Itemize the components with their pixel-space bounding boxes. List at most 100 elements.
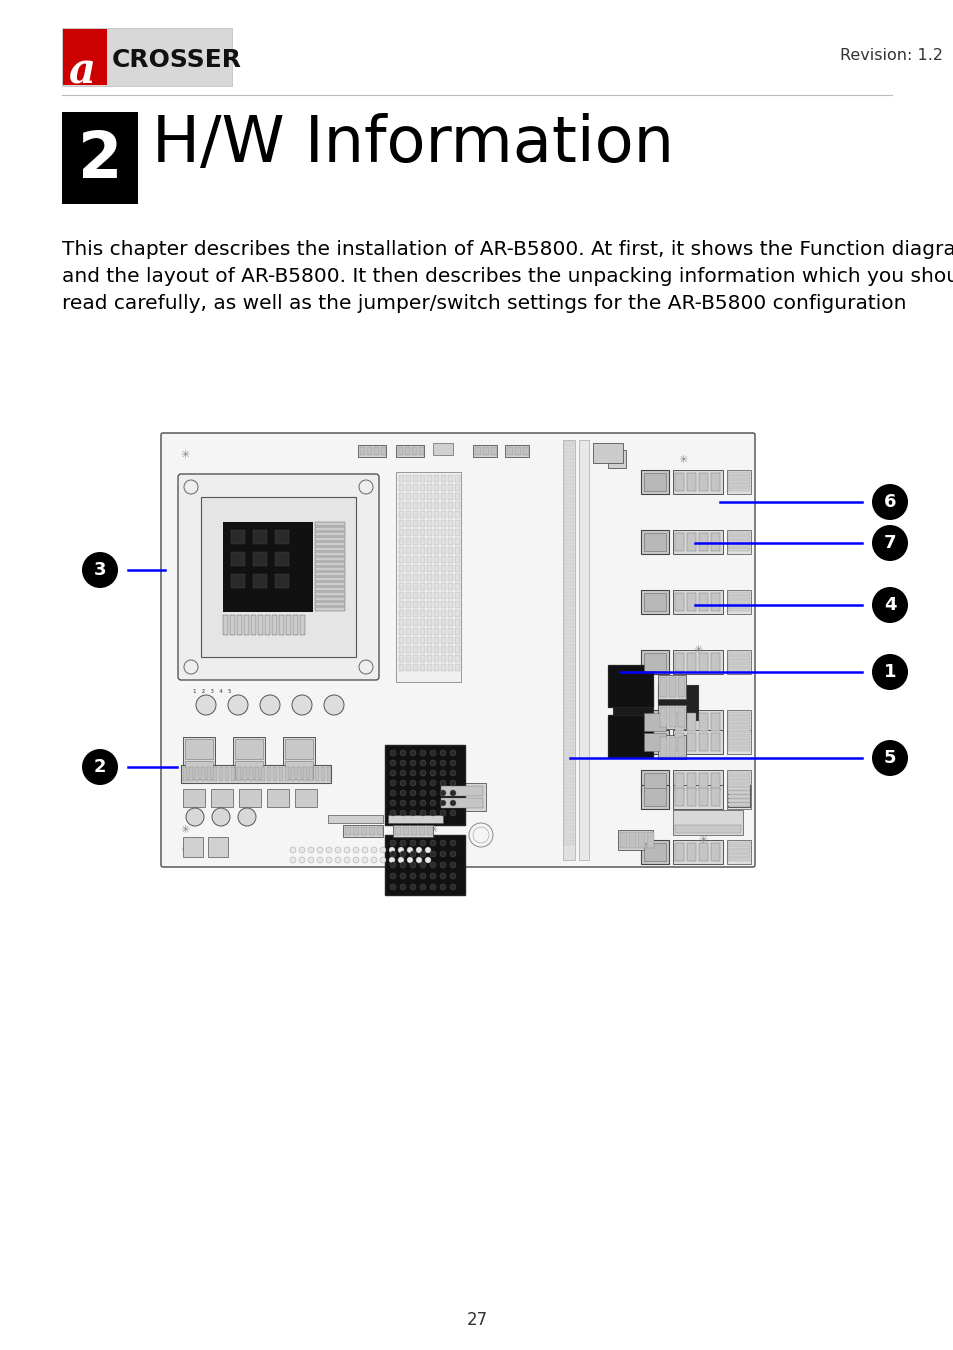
Bar [455, 556, 459, 563]
Bar [398, 556, 403, 563]
Bar [659, 676, 666, 697]
Bar [727, 481, 749, 483]
Circle shape [419, 801, 426, 806]
Bar [686, 653, 696, 671]
Bar [273, 767, 276, 782]
Bar [402, 828, 409, 836]
Circle shape [430, 769, 436, 776]
Bar [563, 589, 574, 593]
Text: H/W Information: H/W Information [152, 113, 673, 176]
Bar [699, 472, 707, 491]
Bar [320, 767, 325, 782]
Bar [406, 539, 411, 545]
Bar [646, 832, 654, 848]
Text: 2: 2 [78, 130, 122, 190]
Bar [406, 593, 411, 599]
Circle shape [298, 846, 305, 853]
Bar [727, 472, 749, 475]
Bar [434, 610, 438, 617]
Bar [727, 668, 749, 671]
Bar [727, 855, 749, 857]
Text: ✳: ✳ [693, 645, 702, 655]
Text: ✳: ✳ [180, 450, 190, 460]
Bar [727, 799, 749, 802]
Bar [455, 601, 459, 608]
Bar [726, 590, 750, 614]
Bar [314, 537, 345, 541]
Bar [727, 716, 749, 720]
Bar [327, 767, 331, 782]
Circle shape [871, 740, 907, 776]
Bar [406, 502, 411, 509]
Bar [183, 788, 205, 807]
Bar [628, 832, 636, 848]
Bar [427, 637, 432, 644]
Bar [727, 485, 749, 487]
Bar [726, 531, 750, 554]
Circle shape [410, 884, 416, 890]
Bar [236, 616, 242, 634]
Bar [314, 582, 345, 586]
Circle shape [358, 481, 373, 494]
Bar [727, 711, 749, 716]
Bar [233, 737, 265, 782]
Bar [398, 664, 403, 671]
Bar [419, 620, 424, 626]
Bar [223, 522, 313, 612]
Bar [413, 566, 417, 572]
Bar [440, 547, 446, 553]
Bar [448, 593, 453, 599]
Bar [440, 647, 446, 653]
Bar [419, 475, 424, 482]
Bar [562, 440, 575, 860]
Circle shape [290, 846, 295, 853]
Bar [727, 720, 749, 724]
Bar [405, 447, 410, 455]
Text: ✳: ✳ [678, 455, 687, 464]
Bar [434, 664, 438, 671]
Bar [434, 502, 438, 509]
Bar [406, 601, 411, 608]
Bar [710, 733, 720, 751]
Bar [207, 767, 211, 782]
Bar [231, 574, 245, 589]
Circle shape [450, 850, 456, 857]
Circle shape [410, 840, 416, 846]
Bar [283, 737, 314, 782]
Bar [393, 825, 433, 837]
Bar [686, 533, 696, 551]
Bar [640, 784, 668, 809]
Bar [448, 610, 453, 617]
Bar [293, 616, 297, 634]
Circle shape [390, 873, 395, 879]
Bar [659, 707, 666, 728]
Bar [563, 672, 574, 676]
Bar [440, 566, 446, 572]
Bar [243, 767, 247, 782]
Circle shape [290, 857, 295, 863]
Bar [406, 556, 411, 563]
Bar [563, 707, 574, 711]
Bar [357, 446, 386, 458]
Bar [727, 477, 749, 479]
Bar [448, 520, 453, 526]
Bar [181, 765, 331, 783]
Bar [395, 828, 400, 836]
Bar [413, 556, 417, 563]
Bar [699, 713, 707, 730]
Circle shape [361, 846, 368, 853]
Circle shape [450, 863, 456, 868]
Bar [563, 666, 574, 670]
Circle shape [184, 481, 198, 494]
Bar [672, 784, 722, 809]
Circle shape [419, 863, 426, 868]
Circle shape [399, 769, 406, 776]
Circle shape [439, 780, 446, 786]
Bar [448, 547, 453, 553]
Bar [437, 783, 485, 811]
Bar [563, 532, 574, 537]
Bar [643, 788, 665, 806]
Bar [563, 749, 574, 755]
Bar [398, 628, 403, 634]
Bar [686, 472, 696, 491]
